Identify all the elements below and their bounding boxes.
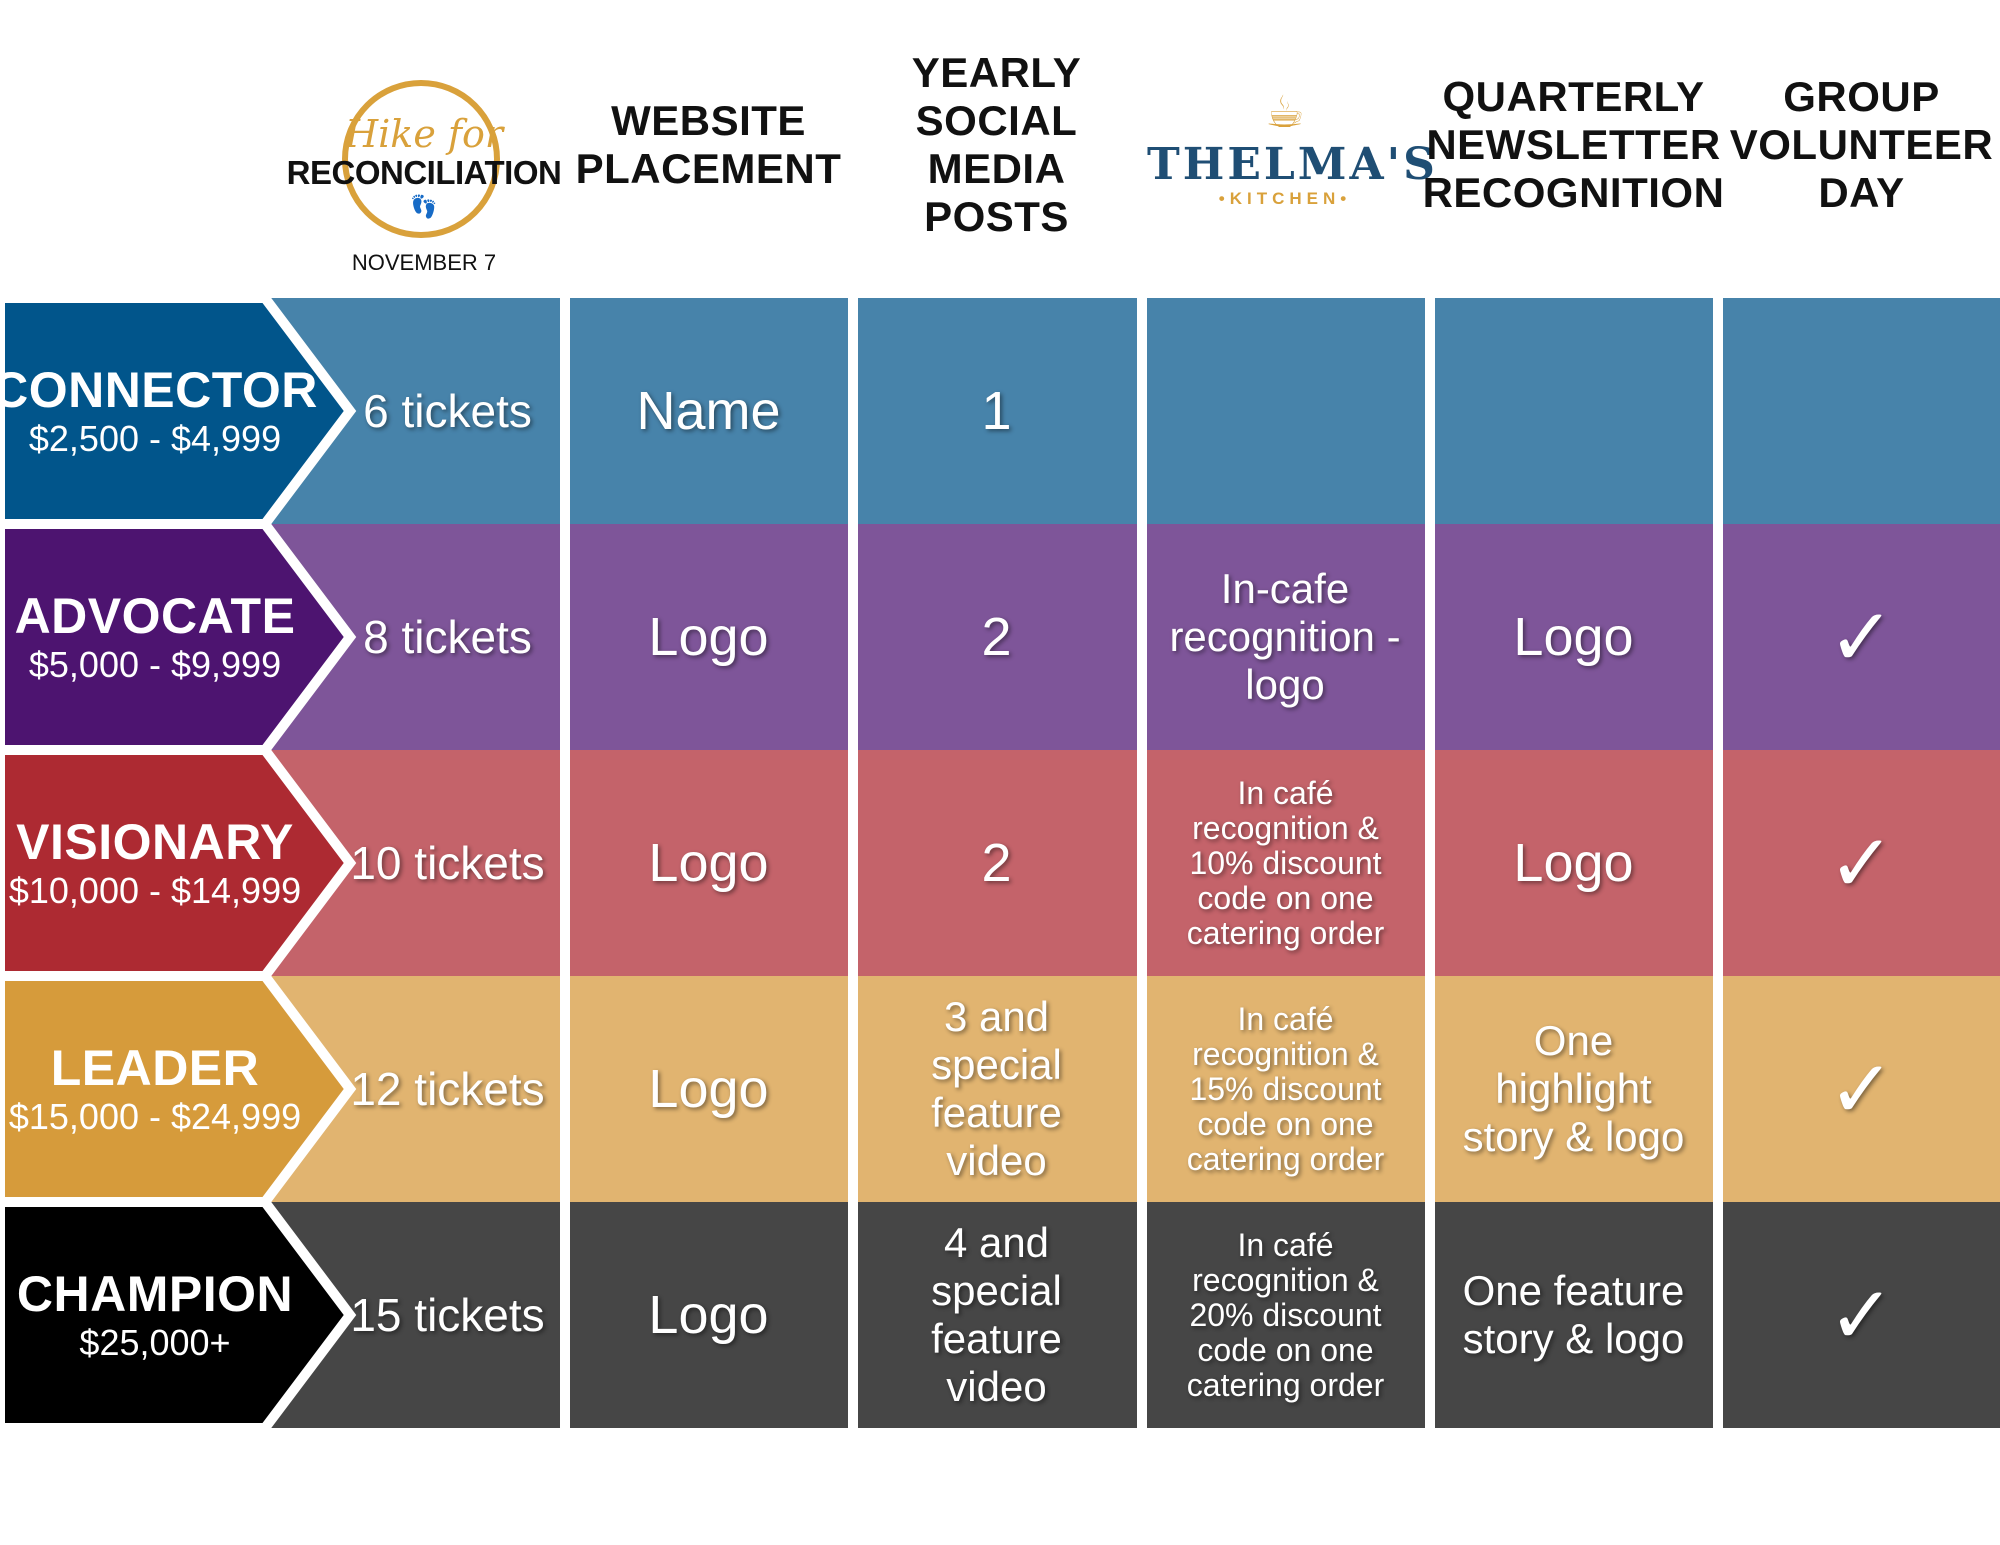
volunteer-connector (1723, 298, 2000, 524)
chevron-champion (0, 1197, 357, 1430)
chevron-connector (0, 298, 357, 529)
social-connector: 1 (981, 381, 1012, 441)
header-volunteer-day: GROUP VOLUNTEER DAY (1729, 73, 1994, 216)
coffee-cup-icon: ☕ (1265, 88, 1305, 137)
column-divider (1137, 298, 1147, 1430)
hike-for-reconciliation-logo: Hike for RECONCILIATION 👣 NOVEMBER 7 (282, 70, 566, 290)
header-website-placement: WEBSITE PLACEMENT (575, 97, 842, 192)
social-advocate: 2 (981, 607, 1012, 667)
website-advocate: Logo (648, 607, 769, 667)
check-icon: ✓ (1827, 592, 1896, 682)
column-divider (848, 298, 858, 1430)
website-leader: Logo (648, 1059, 769, 1119)
tickets-visionary: 10 tickets (350, 837, 545, 889)
check-icon: ✓ (1827, 1044, 1896, 1134)
check-icon: ✓ (1827, 1270, 1896, 1360)
chevron-visionary (0, 745, 357, 981)
newsletter-advocate: Logo (1513, 607, 1634, 667)
thelma-advocate: In-cafe recognition - logo (1169, 565, 1401, 708)
tier-leader: LEADER $15,000 - $24,999 (8, 1040, 302, 1137)
header-social-media: YEARLY SOCIAL MEDIA POSTS (911, 49, 1082, 240)
newsletter-champion: One feature story & logo (1462, 1267, 1685, 1362)
newsletter-leader: One highlight story & logo (1462, 1017, 1685, 1160)
chevron-leader (0, 971, 357, 1207)
tier-visionary: VISIONARY $10,000 - $14,999 (8, 814, 302, 911)
check-icon: ✓ (1827, 818, 1896, 908)
tier-advocate: ADVOCATE $5,000 - $9,999 (14, 588, 296, 685)
hike-logo-word: RECONCILIATION (286, 154, 562, 191)
thelma-champion: In café recognition & 20% discount code … (1186, 1226, 1385, 1403)
column-divider (1713, 298, 1723, 1430)
thelmas-logo-sub: •KITCHEN• (1218, 189, 1352, 208)
thelmas-logo-name: THELMA'S (1147, 139, 1438, 190)
column-divider (560, 298, 570, 1430)
social-champion: 4 and special feature video (931, 1219, 1062, 1410)
event-date: NOVEMBER 7 (351, 250, 497, 275)
social-leader: 3 and special feature video (931, 993, 1062, 1184)
tier-champion: CHAMPION $25,000+ (16, 1266, 294, 1363)
footprints-icon: 👣 (410, 194, 438, 219)
website-champion: Logo (648, 1285, 769, 1345)
tickets-leader: 12 tickets (350, 1063, 545, 1115)
thelma-visionary: In café recognition & 10% discount code … (1186, 774, 1385, 951)
website-visionary: Logo (648, 833, 769, 893)
tier-chevrons (0, 298, 357, 1430)
website-connector: Name (636, 381, 781, 441)
header-newsletter: QUARTERLY NEWSLETTER RECOGNITION (1422, 73, 1725, 216)
social-visionary: 2 (981, 833, 1012, 893)
newsletter-connector (1435, 298, 1712, 524)
newsletter-visionary: Logo (1513, 833, 1634, 893)
tier-connector: CONNECTOR $2,500 - $4,999 (0, 362, 318, 459)
thelmas-kitchen-logo: ☕ THELMA'S •KITCHEN• (1147, 85, 1438, 225)
tickets-advocate: 8 tickets (363, 611, 532, 663)
hike-logo-script: Hike for (345, 112, 503, 156)
tickets-champion: 15 tickets (350, 1289, 545, 1341)
chevron-advocate (0, 519, 357, 755)
thelma-leader: In café recognition & 15% discount code … (1186, 1000, 1385, 1177)
logo-circle (342, 80, 500, 238)
thelma-connector (1147, 298, 1424, 524)
tickets-connector: 6 tickets (363, 385, 532, 437)
column-divider (1425, 298, 1435, 1430)
